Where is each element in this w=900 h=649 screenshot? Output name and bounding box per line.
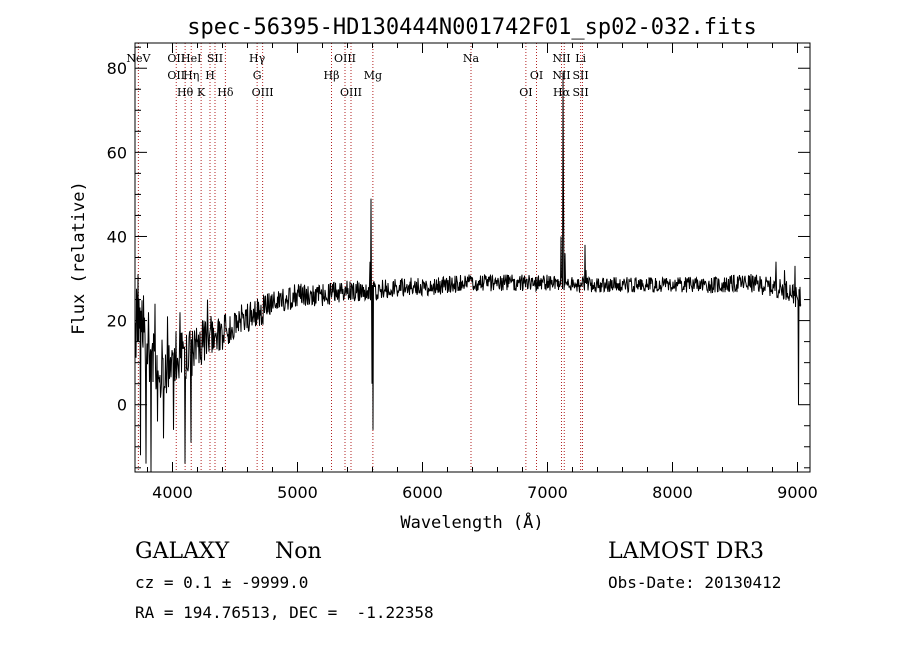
y-tick-label: 40 — [107, 227, 127, 246]
emission-line-label: Hβ — [324, 69, 340, 82]
emission-line-labels: NeV OIIOIIHθHeIHηKHSIIHδHγGOIIIHβOIIIOIII… — [126, 52, 588, 99]
emission-line-label: SII — [207, 52, 223, 65]
x-tick-label: 5000 — [277, 483, 318, 502]
x-tick-label: 4000 — [152, 483, 193, 502]
x-tick-label: 8000 — [652, 483, 693, 502]
emission-line-label: K — [197, 86, 206, 99]
object-type: GALAXY — [135, 539, 230, 564]
emission-line-label: OI — [530, 69, 543, 82]
emission-line-label: G — [253, 69, 262, 82]
emission-line-label: Hγ — [249, 52, 266, 65]
emission-line-label: OIII — [252, 86, 274, 99]
emission-line-label: SII — [573, 69, 589, 82]
spectrum-flux-line — [135, 72, 802, 472]
emission-line-label: Hη — [183, 69, 199, 82]
emission-line-label: Hθ — [177, 86, 194, 99]
y-tick-label: 0 — [117, 396, 127, 415]
obs-date: Obs-Date: 20130412 — [608, 573, 782, 592]
emission-line-label: OIII — [340, 86, 362, 99]
coordinates: RA = 194.76513, DEC = -1.22358 — [135, 603, 434, 622]
emission-line-label: HeI — [181, 52, 201, 65]
y-tick-label: 60 — [107, 143, 127, 162]
plot-frame — [134, 42, 811, 473]
emission-line-label: Hδ — [217, 86, 234, 99]
emission-line-label: Mg — [364, 69, 382, 82]
emission-line-markers — [137, 43, 583, 472]
emission-line-label: OI — [519, 86, 532, 99]
emission-line-label: SII — [573, 86, 589, 99]
emission-line-label: NII — [552, 69, 570, 82]
emission-line-label: NII — [552, 52, 570, 65]
emission-line-label: Na — [463, 52, 480, 65]
y-axis-label: Flux (relative) — [69, 181, 89, 335]
emission-line-label: Hα — [553, 86, 571, 99]
emission-line-label: NeV — [126, 52, 151, 65]
object-subclass: Non — [275, 539, 322, 564]
spectrum-series — [135, 72, 802, 472]
emission-line-label: OII — [167, 52, 185, 65]
emission-line-label: H — [205, 69, 215, 82]
cz-readout: cz = 0.1 ± -9999.0 — [135, 573, 309, 592]
y-tick-label: 80 — [107, 59, 127, 78]
x-tick-label: 7000 — [527, 483, 568, 502]
chart-title: spec-56395-HD130444N001742F01_sp02-032.f… — [187, 15, 757, 40]
survey-label: LAMOST DR3 — [608, 539, 764, 564]
emission-line-label: Li — [575, 52, 586, 65]
axis-ticks: 4000 5000 6000 7000 8000 9000 0 20 40 60 80 — [107, 43, 818, 502]
y-tick-label: 20 — [107, 312, 127, 331]
x-tick-label: 9000 — [777, 483, 818, 502]
emission-line-label: OII — [167, 69, 185, 82]
emission-line-label: OIII — [334, 52, 356, 65]
x-tick-label: 6000 — [402, 483, 443, 502]
x-axis-label: Wavelength (Å) — [400, 511, 543, 533]
